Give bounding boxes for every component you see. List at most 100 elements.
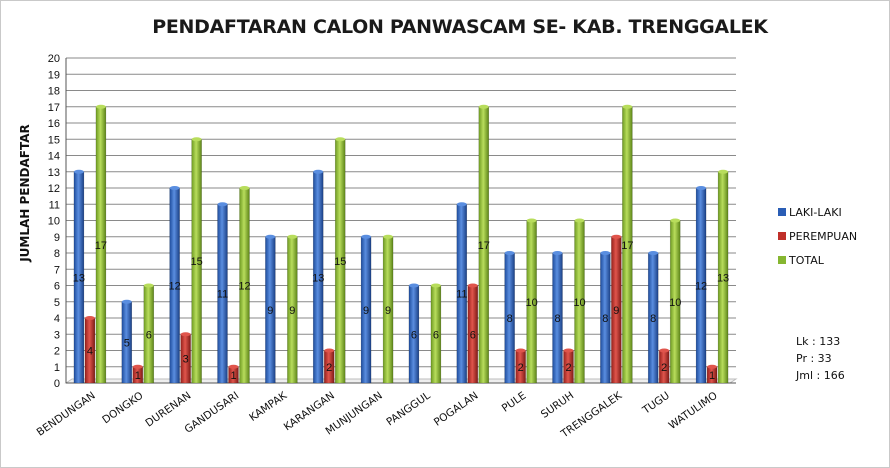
- data-label-perempuan: 2: [661, 362, 667, 374]
- summary-jml: Jml : 166: [796, 369, 845, 382]
- data-label-perempuan: 2: [326, 362, 332, 374]
- data-label-perempuan: 1: [135, 370, 141, 382]
- data-label-laki-laki: 13: [312, 272, 324, 284]
- y-tick-label: 17: [48, 102, 60, 114]
- y-tick-label: 5: [54, 297, 60, 309]
- bar-cap-laki-laki: [600, 251, 611, 255]
- y-tick-label: 12: [48, 183, 60, 195]
- bar-cap-laki-laki: [648, 251, 659, 255]
- y-tick-label: 4: [54, 313, 60, 325]
- bar-cap-perempuan: [515, 348, 526, 353]
- legend-label-laki-laki: LAKI-LAKI: [789, 205, 842, 219]
- bar-cap-total: [383, 234, 394, 239]
- category-label: PANGGUL: [384, 390, 432, 429]
- y-tick-label: 11: [49, 199, 60, 211]
- y-tick-label: 9: [54, 232, 60, 244]
- data-label-perempuan: 6: [470, 329, 476, 341]
- y-tick-label: 20: [48, 53, 60, 65]
- summary-pr: Pr : 33: [796, 352, 832, 365]
- bar-cap-laki-laki: [169, 186, 180, 190]
- summary-box: Lk : 133 Pr : 33 Jml : 166: [796, 333, 845, 384]
- data-label-total: 17: [95, 240, 107, 252]
- bar-cap-perempuan: [467, 283, 478, 288]
- data-label-perempuan: 4: [87, 346, 93, 358]
- chart-floor: [64, 378, 738, 384]
- bar-cap-perempuan: [324, 348, 335, 353]
- bar-cap-laki-laki: [313, 169, 324, 174]
- data-label-total: 15: [334, 256, 346, 268]
- data-label-perempuan: 2: [518, 362, 524, 374]
- legend-label-perempuan: PEREMPUAN: [789, 229, 858, 243]
- bar-cap-laki-laki: [217, 202, 228, 207]
- data-label-laki-laki: 8: [602, 313, 608, 325]
- data-label-total: 17: [478, 240, 490, 252]
- data-label-total: 13: [717, 272, 729, 284]
- bar-cap-laki-laki: [504, 251, 515, 255]
- legend-item-perempuan: PEREMPUAN: [778, 224, 857, 248]
- legend-item-laki-laki: LAKI-LAKI: [778, 200, 857, 224]
- y-tick-label: 1: [54, 362, 60, 374]
- y-tick-label: 0: [54, 378, 60, 390]
- bar-cap-perempuan: [228, 364, 239, 369]
- bar-cap-total: [478, 104, 489, 109]
- bar-cap-laki-laki: [121, 299, 132, 304]
- bar-cap-total: [191, 137, 202, 142]
- data-label-total: 9: [385, 305, 391, 317]
- data-label-total: 6: [433, 329, 439, 341]
- category-label: POGALAN: [432, 390, 481, 429]
- category-label: WATULIMO: [667, 390, 720, 432]
- y-tick-label: 8: [54, 248, 60, 260]
- category-label: DONGKO: [100, 390, 145, 427]
- bar-cap-laki-laki: [408, 283, 419, 288]
- bar-cap-total: [622, 104, 633, 109]
- y-tick-label: 13: [48, 167, 60, 179]
- chart-title: PENDAFTARAN CALON PANWASCAM SE- KAB. TRE…: [152, 16, 768, 38]
- bar-cap-laki-laki: [456, 202, 467, 207]
- bar-cap-total: [287, 234, 298, 239]
- category-label: SURUH: [539, 390, 576, 421]
- y-tick-label: 14: [48, 151, 60, 163]
- data-label-perempuan: 1: [709, 370, 715, 382]
- bar-cap-total: [430, 283, 441, 288]
- data-label-total: 10: [573, 297, 585, 309]
- category-label: TUGU: [640, 390, 672, 418]
- bar-cap-total: [670, 218, 681, 223]
- y-tick-label: 3: [54, 329, 60, 341]
- bar-cap-total: [718, 169, 729, 174]
- bar-cap-perempuan: [659, 348, 670, 353]
- category-label: PULE: [500, 390, 529, 415]
- data-label-perempuan: 1: [230, 370, 236, 382]
- data-label-total: 17: [621, 240, 633, 252]
- bar-cap-perempuan: [563, 348, 574, 353]
- data-label-total: 10: [526, 297, 538, 309]
- bar-cap-perempuan: [707, 364, 718, 369]
- bar-cap-laki-laki: [73, 169, 84, 174]
- data-label-laki-laki: 12: [695, 281, 707, 293]
- y-tick-label: 2: [54, 346, 60, 358]
- bar-cap-total: [574, 218, 585, 223]
- data-label-laki-laki: 12: [169, 281, 181, 293]
- bar-cap-laki-laki: [552, 251, 563, 255]
- data-label-laki-laki: 8: [554, 313, 560, 325]
- bar-cap-perempuan: [132, 364, 143, 369]
- legend-label-total: TOTAL: [789, 253, 824, 267]
- summary-lk: Lk : 133: [796, 335, 841, 348]
- legend-swatch-perempuan: [778, 232, 786, 240]
- data-label-laki-laki: 5: [124, 337, 130, 349]
- data-label-laki-laki: 6: [411, 329, 417, 341]
- bar-cap-laki-laki: [696, 186, 707, 190]
- data-label-perempuan: 9: [613, 305, 619, 317]
- y-tick-label: 6: [54, 281, 60, 293]
- bar-cap-perempuan: [84, 316, 95, 320]
- category-label: KAMPAK: [247, 389, 290, 424]
- data-label-laki-laki: 9: [363, 305, 369, 317]
- data-label-total: 10: [669, 297, 681, 309]
- y-tick-label: 18: [48, 86, 60, 98]
- data-label-laki-laki: 11: [456, 289, 467, 301]
- data-label-laki-laki: 9: [267, 305, 273, 317]
- bar-cap-total: [95, 104, 106, 109]
- bar-cap-perempuan: [180, 332, 191, 337]
- data-label-laki-laki: 8: [650, 313, 656, 325]
